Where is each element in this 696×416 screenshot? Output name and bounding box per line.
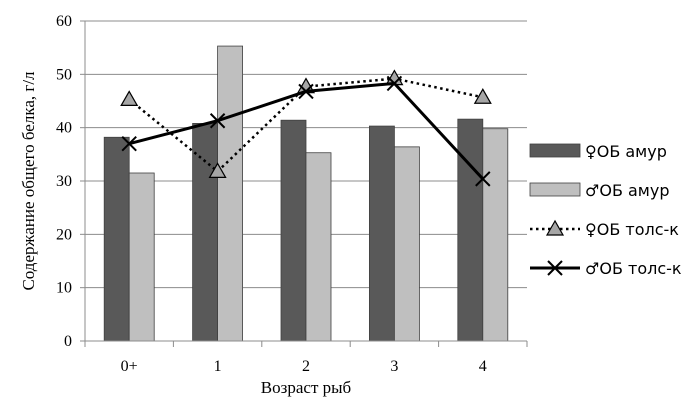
y-tick-label: 20: [56, 226, 72, 243]
x-tick-label: 1: [214, 358, 222, 375]
bar-series: [103, 45, 509, 342]
triangle-marker: [120, 90, 139, 107]
bar-male-amur: [128, 172, 155, 342]
bar-male-amur: [482, 128, 509, 342]
y-tick-label: 10: [56, 280, 72, 297]
legend-label: ♂ОБ толс-к: [585, 259, 682, 278]
x-marker: [209, 113, 226, 129]
legend: ♀ОБ амур ♂ОБ амур ♀ОБ толс-к ♂ОБ толс-к: [529, 142, 682, 278]
y-tick-label: 40: [56, 120, 72, 137]
legend-triangle-marker: [545, 219, 565, 236]
x-tick-label: 2: [302, 358, 310, 375]
bar-female-amur: [103, 136, 130, 342]
line-female-tolstolob: [128, 77, 484, 174]
x-marker: [121, 135, 137, 152]
bar-female-amur: [368, 125, 395, 342]
y-tick-label: 50: [56, 66, 72, 83]
x-tick-label: 3: [390, 358, 398, 375]
triangle-marker: [208, 162, 227, 178]
bar-female-amur: [457, 118, 484, 342]
y-tick-label: 0: [64, 333, 72, 350]
legend-swatch: [529, 143, 581, 158]
x-marker: [386, 75, 403, 92]
legend-item: ♂ОБ амур: [529, 181, 670, 200]
y-tick-label: 60: [56, 13, 72, 30]
legend-label: ♀ОБ амур: [585, 142, 667, 161]
x-tick-label: 0+: [121, 358, 138, 375]
x-tick-label: 4: [479, 358, 487, 375]
legend-item: ♀ОБ толс-к: [530, 219, 679, 239]
x-marker: [298, 83, 314, 100]
legend-x-marker: [547, 260, 563, 276]
bar-male-amur: [305, 152, 332, 342]
bar-female-amur: [280, 119, 307, 342]
legend-label: ♀ОБ толс-к: [585, 220, 679, 239]
y-axis-title: Содержание общего белка, г/л: [19, 71, 38, 291]
y-tick-label: 30: [56, 173, 72, 190]
triangle-marker: [473, 88, 492, 104]
x-marker: [475, 171, 491, 187]
legend-label: ♂ОБ амур: [585, 181, 670, 200]
bar-male-amur: [393, 146, 420, 342]
x-axis-title: Возраст рыб: [261, 378, 351, 397]
bar-female-amur: [192, 123, 219, 342]
legend-item: ♀ОБ амур: [529, 142, 667, 161]
axes: 0 10 20 30 40 50 60 0+ 1 2 3 4: [56, 13, 528, 375]
line-series: [120, 69, 492, 187]
bar-male-amur: [217, 45, 244, 342]
legend-item: ♂ОБ толс-к: [530, 259, 682, 278]
legend-swatch: [529, 182, 581, 197]
